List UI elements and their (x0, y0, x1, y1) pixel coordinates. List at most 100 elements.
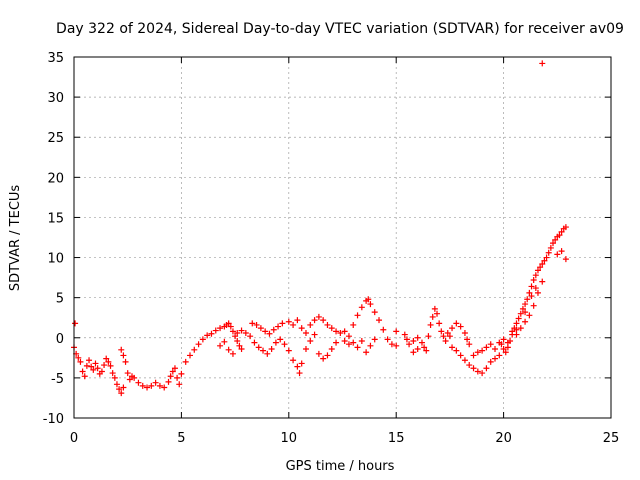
data-point (204, 332, 211, 339)
data-point (492, 355, 499, 362)
data-point (487, 358, 494, 365)
data-point (225, 346, 232, 353)
y-tick-label: 15 (47, 211, 64, 226)
data-point (221, 338, 228, 345)
data-point (232, 333, 239, 340)
data-point (513, 326, 520, 333)
data-point (464, 336, 471, 343)
data-point (285, 347, 292, 354)
data-point (519, 305, 526, 312)
data-point (483, 344, 490, 351)
data-point (92, 360, 99, 367)
data-point (461, 329, 468, 336)
data-point (466, 362, 473, 369)
data-point (103, 355, 110, 362)
plot-frame (73, 56, 612, 419)
data-point (522, 309, 529, 316)
data-point (562, 256, 569, 263)
data-point (543, 254, 550, 261)
data-point (479, 370, 486, 377)
data-point (421, 344, 428, 351)
data-point (315, 313, 322, 320)
data-point (393, 328, 400, 335)
data-point (270, 326, 277, 333)
data-point (425, 333, 432, 340)
data-point (257, 325, 264, 332)
data-point (526, 312, 533, 319)
data-point (474, 368, 481, 375)
data-point (234, 337, 241, 344)
data-point (251, 339, 258, 346)
data-point (302, 346, 309, 353)
data-point (371, 336, 378, 343)
data-point (423, 347, 430, 354)
data-point (277, 336, 284, 343)
data-point (165, 378, 172, 385)
data-point (517, 310, 524, 317)
data-point (266, 330, 273, 337)
data-point (307, 321, 314, 328)
data-point (279, 320, 286, 327)
data-point (131, 374, 138, 381)
data-point (191, 346, 198, 353)
data-point (324, 352, 331, 359)
data-point (275, 323, 282, 330)
data-point (171, 365, 178, 372)
data-point (81, 373, 88, 380)
data-point (341, 337, 348, 344)
data-point (294, 317, 301, 324)
data-point (541, 257, 548, 264)
data-point (249, 320, 256, 327)
data-point (264, 350, 271, 357)
data-point (552, 236, 559, 243)
data-point (118, 346, 125, 353)
data-point (449, 325, 456, 332)
data-point (255, 344, 262, 351)
data-point (449, 344, 456, 351)
data-point (515, 315, 522, 322)
data-point (144, 384, 151, 391)
data-point (124, 370, 131, 377)
data-point (444, 329, 451, 336)
data-point (393, 342, 400, 349)
data-point (208, 330, 215, 337)
data-point (182, 358, 189, 365)
data-point (350, 321, 357, 328)
data-point (212, 327, 219, 334)
data-point (298, 360, 305, 367)
data-point (247, 333, 254, 340)
data-point (528, 293, 535, 300)
data-point (354, 344, 361, 351)
data-point (113, 381, 120, 388)
data-point (539, 278, 546, 285)
data-point (457, 352, 464, 359)
data-point (453, 320, 460, 327)
chart-title: Day 322 of 2024, Sidereal Day-to-day VTE… (56, 21, 624, 37)
data-point (77, 358, 84, 365)
data-point (496, 352, 503, 359)
data-point (324, 321, 331, 328)
data-point (492, 346, 499, 353)
data-point (429, 313, 436, 320)
data-point (530, 302, 537, 309)
data-point (236, 342, 243, 349)
data-point (72, 320, 79, 327)
data-point (152, 379, 159, 386)
data-point (363, 349, 370, 356)
data-point (195, 341, 202, 348)
data-point (296, 370, 303, 377)
x-tick-label: 20 (495, 431, 512, 446)
y-tick-label: -10 (43, 412, 64, 427)
data-point (105, 358, 112, 365)
data-point (403, 336, 410, 343)
data-point (537, 264, 544, 271)
data-point (75, 354, 82, 361)
data-point (440, 333, 447, 340)
data-point (126, 376, 133, 383)
data-point (178, 370, 185, 377)
data-point (111, 374, 118, 381)
data-point (358, 304, 365, 311)
data-point (509, 328, 516, 335)
data-point (414, 334, 421, 341)
